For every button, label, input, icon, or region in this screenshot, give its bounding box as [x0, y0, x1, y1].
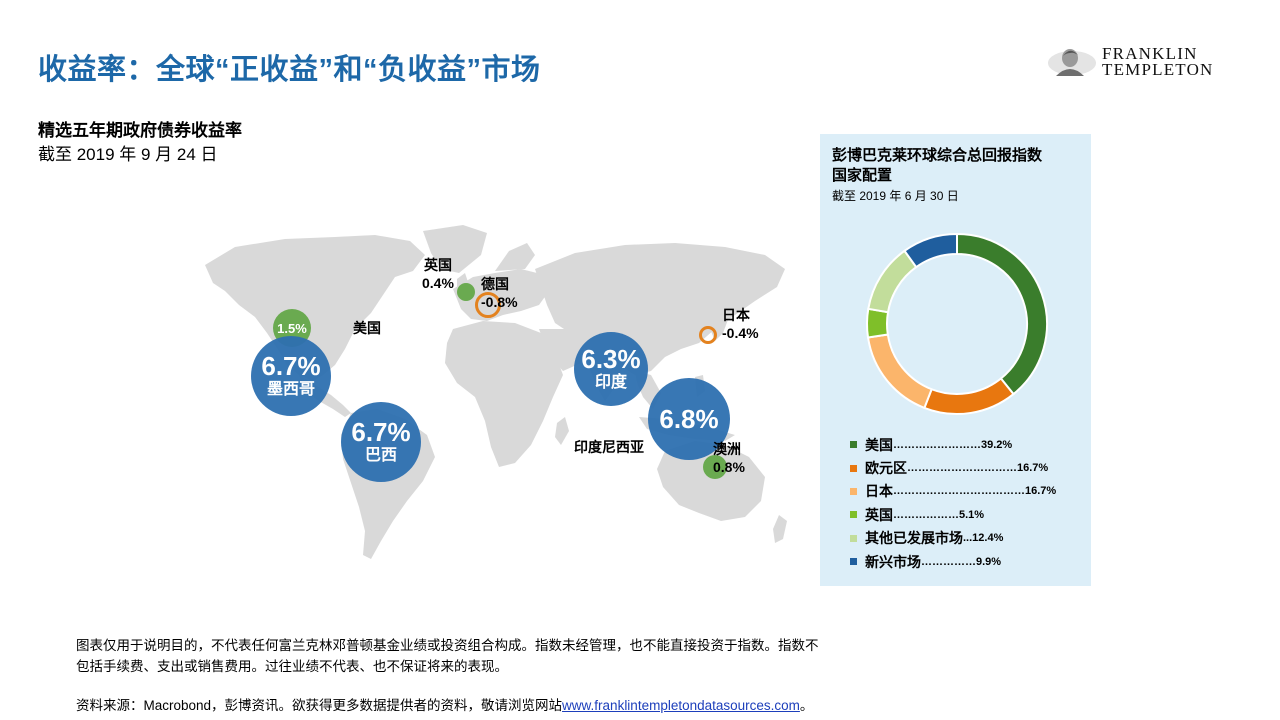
legend-value: 5.1%: [959, 508, 985, 521]
legend-leader-dots: ………………: [893, 508, 959, 521]
japan-label: 日本 -0.4%: [722, 307, 759, 341]
page-title: 收益率：全球“正收益”和“负收益”市场: [38, 54, 541, 86]
legend-label: 其他已发展市场: [865, 530, 963, 547]
donut-slice-1: [956, 232, 1048, 396]
allocation-donut-chart: [866, 232, 1048, 415]
legend-leader-dots: …………………………: [907, 462, 1017, 475]
legend-value: 16.7%: [1025, 485, 1057, 498]
logo-line-1: FRANKLIN: [1102, 44, 1198, 63]
legend-leader-dots: ...: [963, 532, 973, 545]
legend-leader-dots: ……………: [921, 555, 976, 568]
legend-swatch: [850, 487, 857, 495]
uk-label: 英国 0.4%: [422, 257, 454, 291]
legend-label: 新兴市场: [865, 553, 921, 570]
legend-item: 英国……………… 5.1%: [850, 503, 1085, 526]
mexico-yield-bubble: 6.7% 墨西哥: [251, 336, 331, 416]
legend-item: 欧元区………………………… 16.7%: [850, 456, 1085, 479]
legend-swatch: [850, 534, 857, 542]
legend-value: 12.4%: [972, 532, 1004, 545]
germany-label: 德国 -0.8%: [481, 276, 518, 310]
source-note: 资料来源：Macrobond，彭博资讯。欲获得更多数据提供者的资料，敬请浏览网站…: [76, 698, 814, 713]
legend-label: 日本: [865, 483, 893, 500]
benjamin-franklin-portrait-icon: [1048, 49, 1096, 76]
uk-yield-bubble: [457, 283, 475, 301]
legend-swatch: [850, 464, 857, 472]
panel-as-of-date: 截至 2019 年 6 月 30 日: [832, 189, 959, 203]
legend-value: 39.2%: [981, 438, 1013, 451]
disclaimer-footnote: 图表仅用于说明目的，不代表任何富兰克林邓普顿基金业绩或投资组合构成。指数未经管理…: [76, 638, 819, 674]
legend-swatch: [850, 511, 857, 519]
legend-swatch: [850, 441, 857, 449]
legend-item: 新兴市场…………… 9.9%: [850, 550, 1085, 573]
legend-label: 美国: [865, 436, 893, 453]
legend-item: 日本……………………………… 16.7%: [850, 480, 1085, 503]
japan-yield-ring: [699, 326, 717, 344]
map-as-of-date: 截至 2019 年 9 月 24 日: [38, 145, 218, 164]
donut-slice-5: [867, 249, 918, 314]
brazil-yield-bubble: 6.7% 巴西: [341, 402, 421, 482]
india-yield-bubble: 6.3% 印度: [574, 332, 648, 406]
donut-slice-4: [866, 307, 890, 339]
franklin-templeton-logo: FRANKLIN TEMPLETON: [1046, 44, 1216, 80]
australia-label: 澳洲 0.8%: [713, 441, 745, 475]
germany-yield-ring: [475, 292, 501, 318]
indonesia-label: 印度尼西亚: [574, 439, 644, 455]
australia-yield-bubble: [703, 455, 727, 479]
donut-legend: 美国…………………… 39.2% 欧元区………………………… 16.7% 日本………………: [850, 433, 1085, 573]
legend-swatch: [850, 558, 857, 566]
logo-line-2: TEMPLETON: [1102, 60, 1214, 79]
donut-slice-6: [903, 232, 958, 269]
legend-value: 16.7%: [1017, 462, 1049, 475]
legend-label: 欧元区: [865, 460, 907, 477]
legend-item: 美国…………………… 39.2%: [850, 433, 1085, 456]
indonesia-yield-bubble: 6.8%: [648, 378, 730, 460]
legend-label: 英国: [865, 506, 893, 523]
datasources-link[interactable]: www.franklintempletondatasources.com: [562, 698, 800, 713]
legend-item: 其他已发展市场... 12.4%: [850, 527, 1085, 550]
donut-slice-3: [866, 333, 933, 410]
allocation-panel: 彭博巴克莱环球综合总回报指数 国家配置 截至 2019 年 6 月 30 日 美…: [820, 134, 1091, 586]
map-subtitle: 精选五年期政府债券收益率: [38, 121, 242, 140]
usa-label: 美国: [353, 320, 381, 336]
legend-leader-dots: ………………………………: [893, 485, 1025, 498]
legend-leader-dots: ……………………: [893, 438, 981, 451]
panel-title: 彭博巴克莱环球综合总回报指数 国家配置: [832, 147, 1043, 184]
legend-value: 9.9%: [976, 555, 1002, 568]
donut-slice-2: [923, 377, 1015, 415]
